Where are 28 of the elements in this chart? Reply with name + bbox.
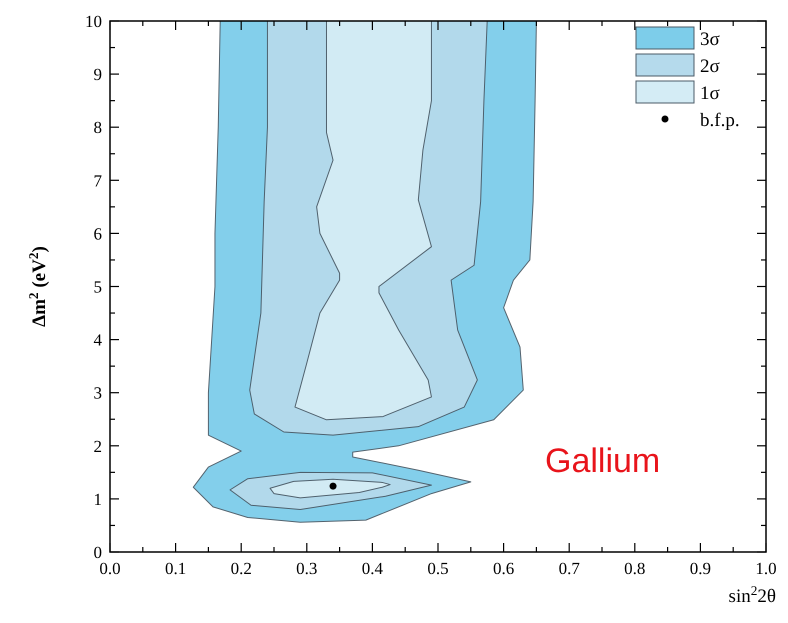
x-tick-label: 0.3 xyxy=(296,559,318,578)
legend-label: 3σ xyxy=(700,29,720,50)
y-tick-label: 0 xyxy=(94,543,102,562)
y-tick-label: 6 xyxy=(94,224,102,244)
legend-label: b.f.p. xyxy=(700,110,740,131)
y-tick-label: 3 xyxy=(94,384,102,403)
x-tick-label: 0.5 xyxy=(427,559,449,578)
x-tick-label: 0.2 xyxy=(230,559,252,578)
x-tick-label: 0.4 xyxy=(362,559,384,578)
x-tick-label: 0.7 xyxy=(558,559,580,578)
x-tick-label: 0.0 xyxy=(99,559,121,578)
y-tick-label: 10 xyxy=(85,12,102,31)
y-tick-label: 7 xyxy=(94,171,102,190)
y-tick-label: 8 xyxy=(94,118,102,138)
legend-label: 1σ xyxy=(700,83,720,104)
y-tick-label: 2 xyxy=(94,436,102,456)
x-tick-label: 0.1 xyxy=(164,559,186,578)
x-tick-label: 0.9 xyxy=(690,559,712,578)
y-tick-label: 9 xyxy=(94,65,102,84)
x-tick-label: 0.8 xyxy=(624,559,646,578)
annotation: Gallium xyxy=(545,442,660,480)
y-tick-label: 4 xyxy=(94,330,102,350)
x-axis-title: sin$^{2}$2θ xyxy=(728,582,776,607)
x-tick-label: 1.0 xyxy=(755,559,777,578)
x-tick-label: 0.6 xyxy=(492,559,514,578)
y-tick-label: 5 xyxy=(94,278,102,296)
y-tick-label: 1 xyxy=(94,490,102,509)
legend-label: 2σ xyxy=(700,56,720,77)
